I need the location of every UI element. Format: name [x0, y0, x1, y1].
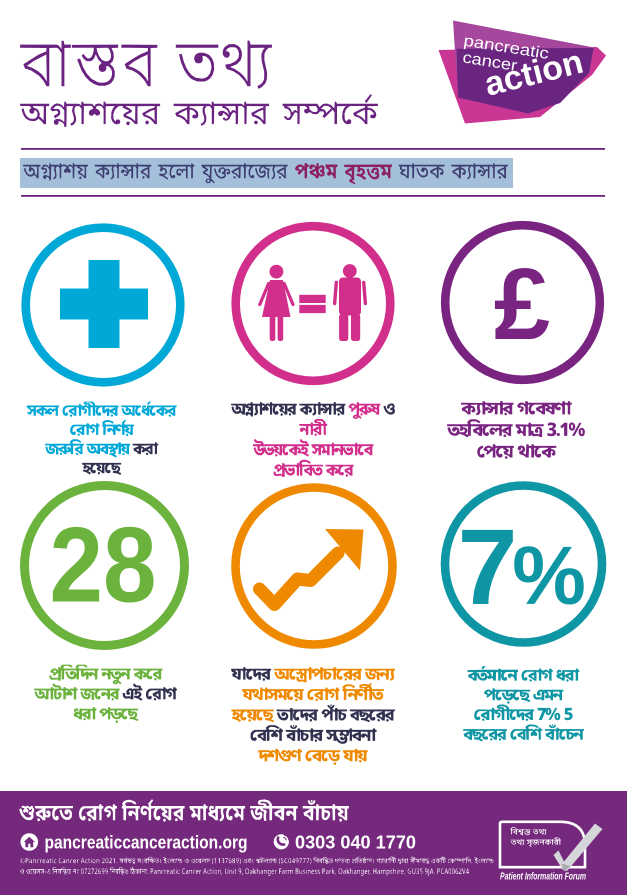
- svg-text:%: %: [512, 529, 586, 622]
- svg-text:£: £: [494, 249, 550, 361]
- svg-text:0303 040 1770: 0303 040 1770: [295, 833, 416, 853]
- svg-text:28: 28: [50, 505, 157, 625]
- svg-text:7: 7: [457, 506, 517, 627]
- svg-text:Patient Information Forum: Patient Information Forum: [500, 872, 586, 883]
- svg-text:pancreaticcanceraction.org: pancreaticcanceraction.org: [45, 833, 248, 853]
